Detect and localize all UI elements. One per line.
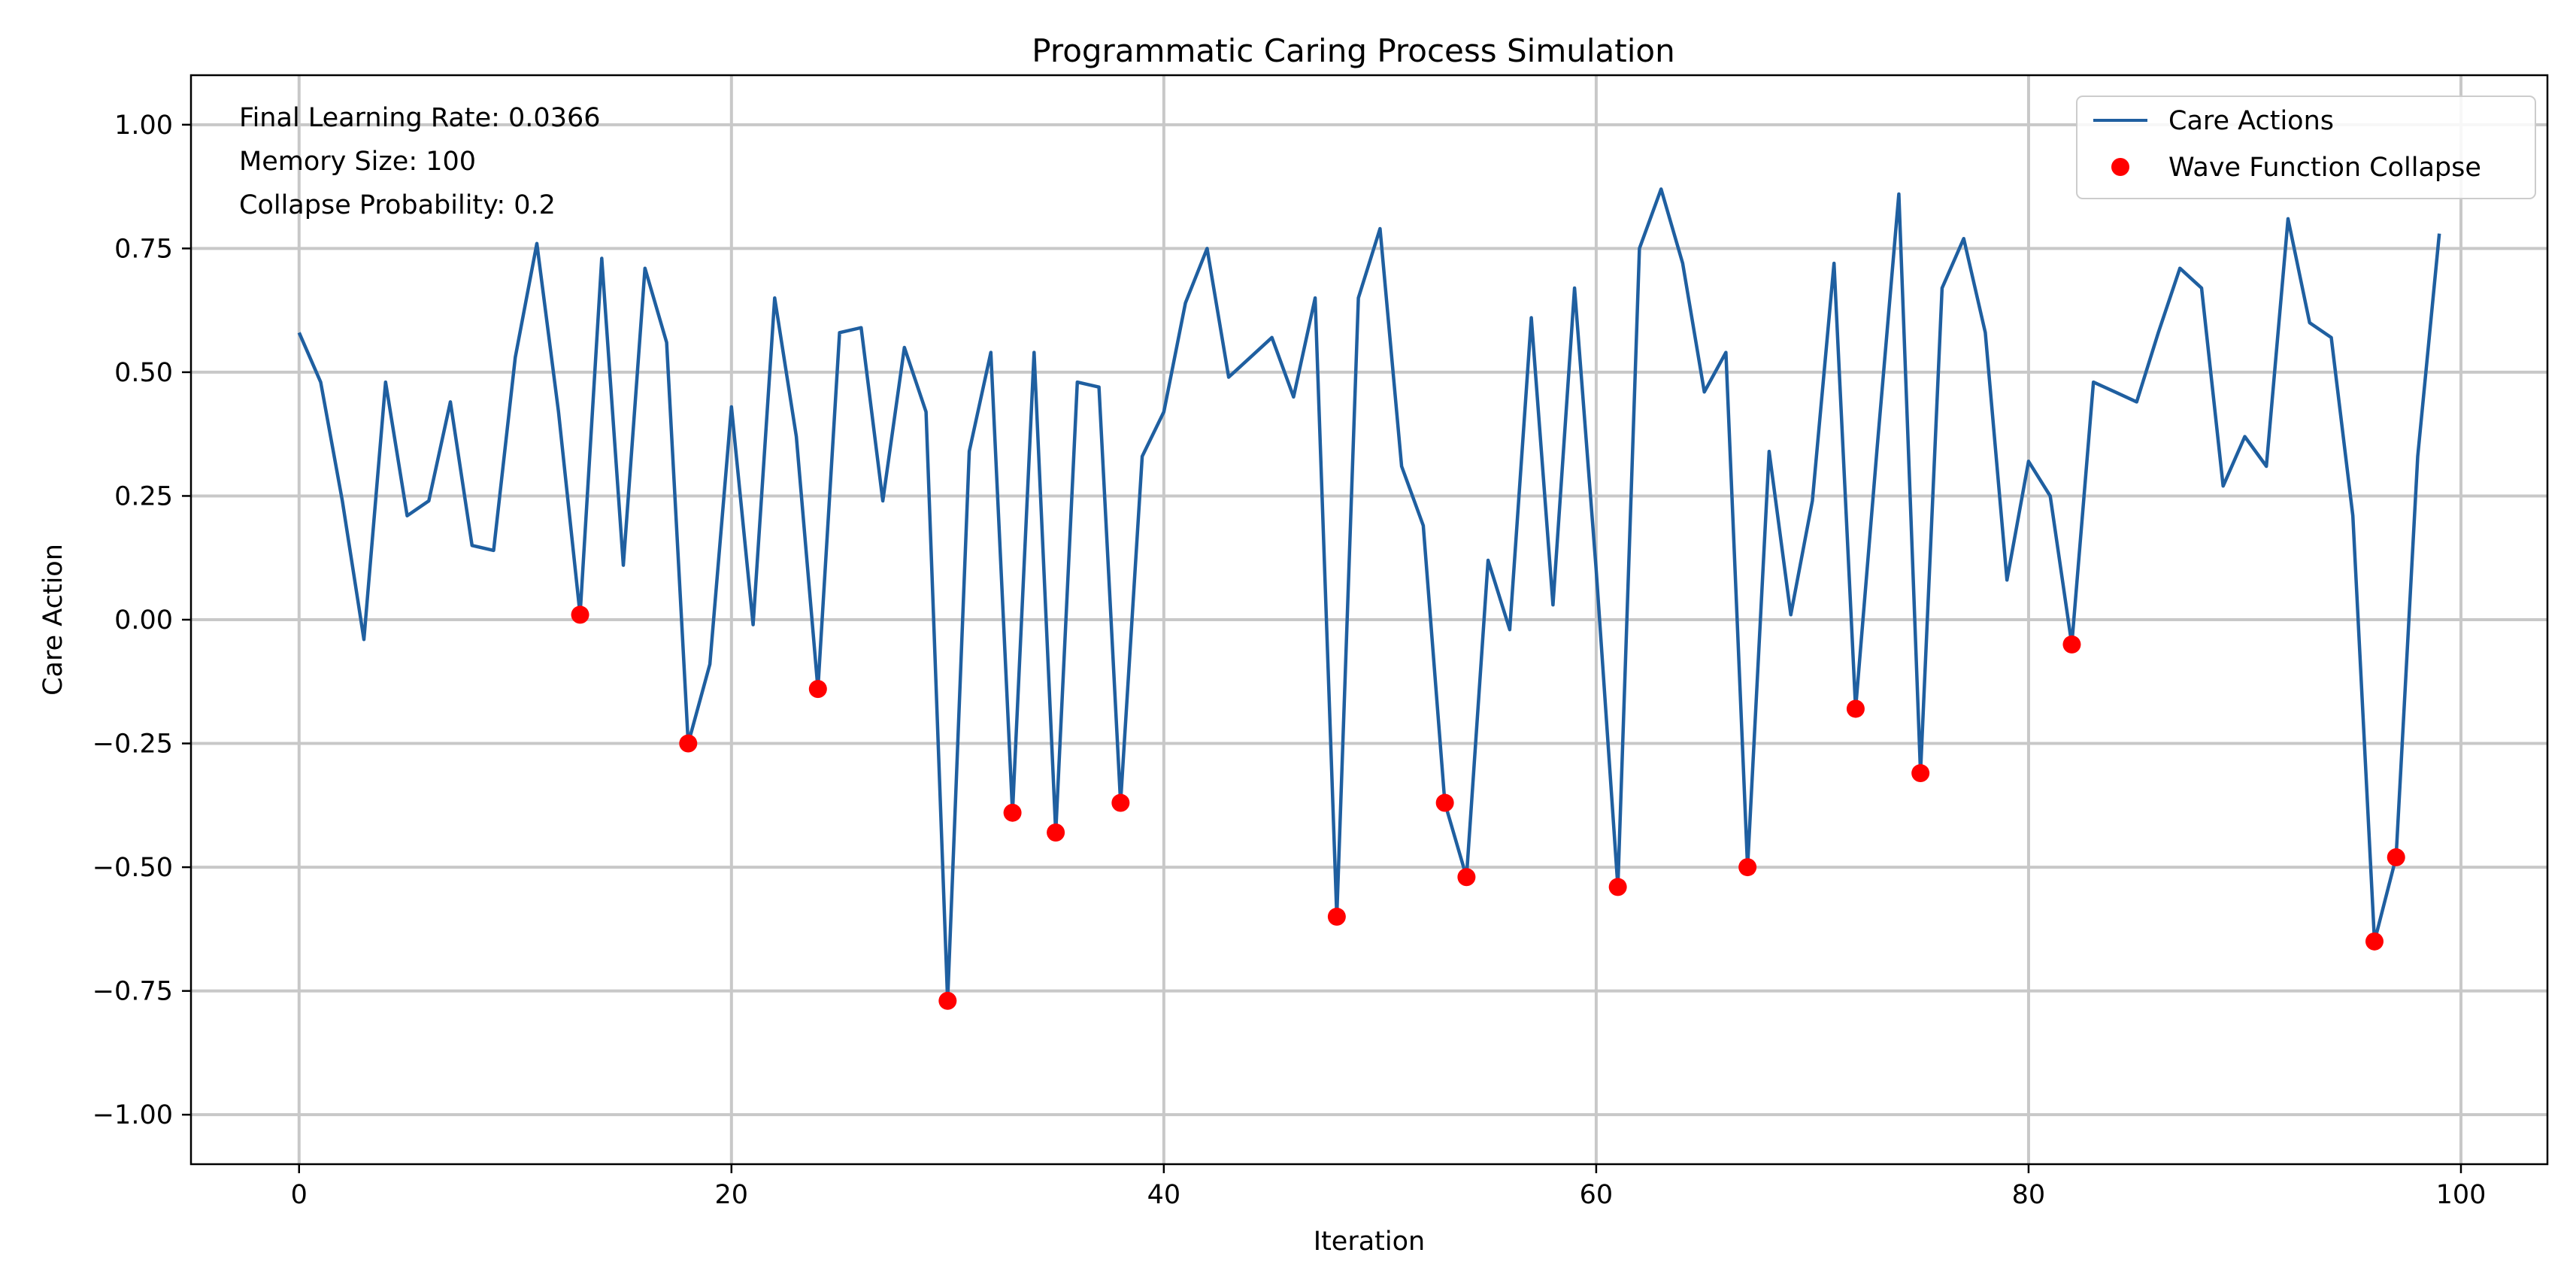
annotation-learning-rate: Final Learning Rate: 0.0366 — [239, 103, 601, 133]
grid — [191, 75, 2547, 1164]
y-tick-label: −0.25 — [92, 729, 173, 760]
y-tick-label: 0.00 — [114, 605, 173, 635]
legend-label-care-actions: Care Actions — [2168, 106, 2334, 136]
x-tick-label: 80 — [2012, 1180, 2046, 1210]
legend-label-wave-function-collapse: Wave Function Collapse — [2168, 153, 2481, 183]
chart-title: Programmatic Caring Process Simulation — [1032, 32, 1674, 69]
x-tick-label: 0 — [291, 1180, 308, 1210]
collapse-point — [2062, 635, 2081, 654]
care-actions-line — [297, 187, 2441, 1003]
collapse-point — [679, 734, 698, 753]
collapse-point — [1435, 793, 1454, 812]
y-tick-label: 0.50 — [114, 358, 173, 388]
collapse-point — [1911, 764, 1930, 783]
collapse-point — [1003, 803, 1022, 822]
x-axis-label: Iteration — [1314, 1227, 1425, 1257]
collapse-point — [1457, 868, 1476, 887]
y-tick-label: 1.00 — [114, 111, 173, 141]
collapse-point — [1327, 907, 1346, 926]
collapse-point — [938, 991, 957, 1010]
collapse-point — [2387, 848, 2405, 866]
y-tick-label: −0.50 — [92, 853, 173, 883]
collapse-point — [1738, 858, 1757, 877]
collapse-markers-group — [571, 605, 2405, 1010]
x-tick-label: 40 — [1147, 1180, 1181, 1210]
y-tick-label: 0.75 — [114, 234, 173, 264]
annotation-memory-size: Memory Size: 100 — [239, 147, 476, 177]
y-tick-label: −1.00 — [92, 1100, 173, 1130]
collapse-point — [1846, 699, 1865, 718]
y-tick-label: −0.75 — [92, 977, 173, 1007]
x-tick-label: 100 — [2436, 1180, 2487, 1210]
annotation-collapse-probability: Collapse Probability: 0.2 — [239, 190, 556, 220]
legend-marker-swatch — [2111, 158, 2129, 176]
care-actions-line-group — [297, 187, 2441, 1003]
x-tick-label: 20 — [715, 1180, 749, 1210]
collapse-point — [2365, 932, 2384, 951]
legend: Care Actions Wave Function Collapse — [2076, 96, 2536, 199]
y-axis-label: Care Action — [38, 544, 68, 696]
collapse-point — [1608, 878, 1627, 896]
collapse-point — [571, 605, 589, 624]
y-tick-label: 0.25 — [114, 481, 173, 511]
collapse-point — [1111, 793, 1130, 812]
legend-box — [2076, 96, 2536, 199]
collapse-point — [1047, 824, 1065, 842]
annotation-block: Final Learning Rate: 0.0366 Memory Size:… — [239, 103, 601, 220]
x-tick-label: 60 — [1580, 1180, 1614, 1210]
ticks: 0 20 40 60 80 100 1.00 0.75 0.50 0.25 0.00 −0.25 −0.… — [92, 111, 2487, 1210]
collapse-point — [808, 680, 827, 699]
